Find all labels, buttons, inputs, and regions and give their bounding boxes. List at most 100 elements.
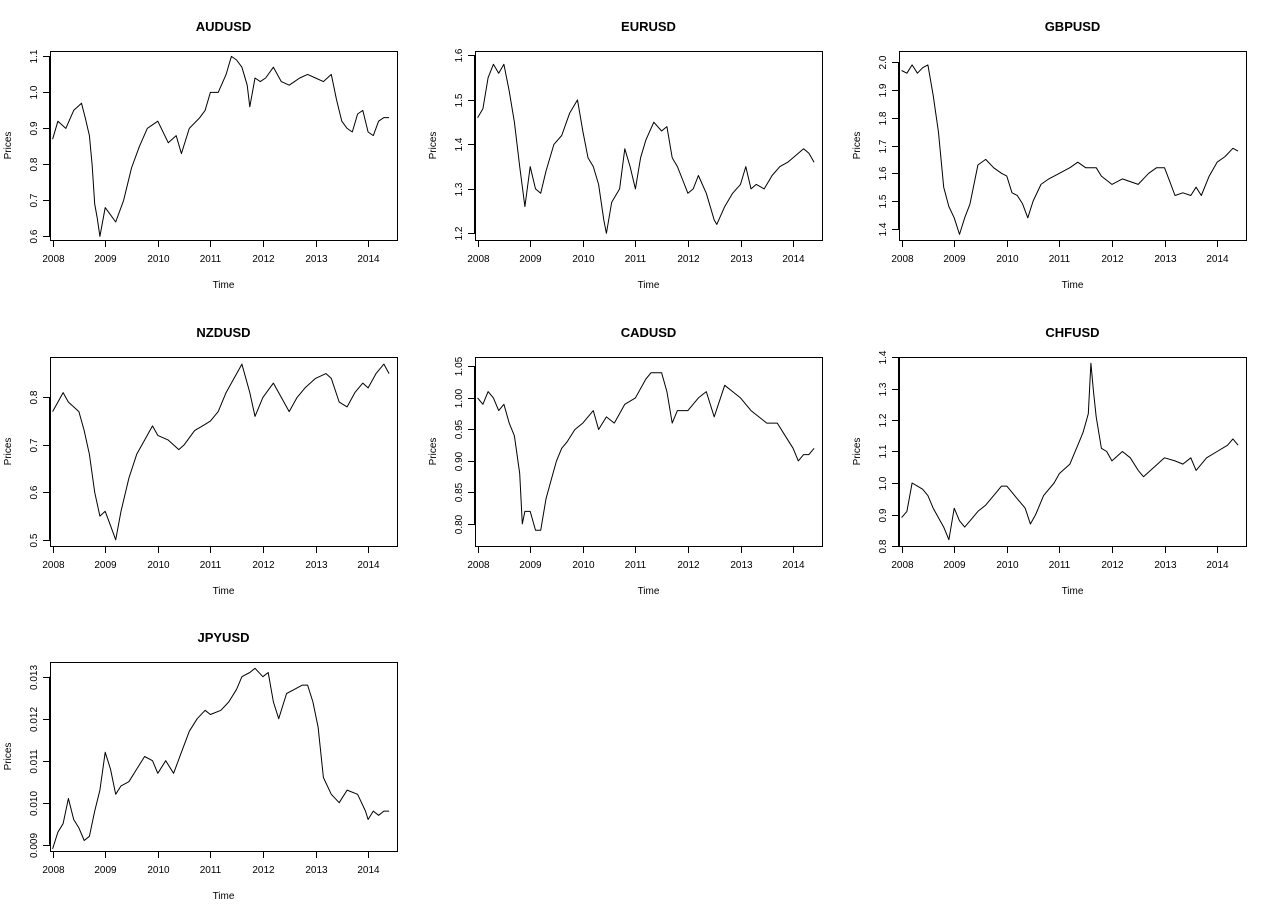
y-tick-label: 0.9 [29, 121, 40, 135]
x-tick-label: 2012 [252, 865, 275, 876]
x-tick-label: 2009 [94, 560, 117, 571]
x-tick-label: 2009 [519, 560, 542, 571]
audusd-panel: AUDUSD 2008 2009 2010 2011 2012 2013 2014 0.6 0.7… [3, 19, 398, 291]
x-tick-label: 2014 [782, 254, 805, 265]
y-tick-label: 1.0 [878, 476, 889, 490]
cadusd-y-axis-title: Prices [428, 438, 439, 466]
x-tick-label: 2012 [1101, 254, 1124, 265]
y-tick-label: 0.85 [454, 482, 465, 502]
y-tick-label: 1.0 [29, 85, 40, 99]
y-tick-label: 1.3 [878, 382, 889, 396]
y-tick-label: 1.4 [454, 137, 465, 151]
x-tick-label: 2008 [891, 560, 914, 571]
y-tick-label: 1.00 [454, 388, 465, 408]
audusd-x-axis: 2008 2009 2010 2011 2012 2013 2014 [42, 240, 380, 265]
x-tick-label: 2014 [357, 560, 380, 571]
x-tick-label: 2013 [730, 254, 753, 265]
y-tick-label: 1.5 [454, 93, 465, 107]
y-tick-label: 1.05 [454, 356, 465, 376]
chfusd-title: CHFUSD [1045, 325, 1099, 340]
eurusd-x-axis-title: Time [638, 280, 660, 291]
x-tick-label: 2010 [996, 254, 1019, 265]
cadusd-plot-area [475, 357, 823, 547]
x-tick-label: 2012 [677, 254, 700, 265]
cadusd-x-axis: 2008 2009 2010 2011 2012 2013 2014 [467, 546, 805, 571]
x-tick-label: 2010 [996, 560, 1019, 571]
x-tick-label: 2013 [1154, 560, 1177, 571]
jpyusd-plot-area [50, 662, 398, 852]
y-tick-label: 1.5 [878, 194, 889, 208]
x-tick-label: 2008 [42, 865, 65, 876]
y-tick-label: 0.8 [29, 390, 40, 404]
x-tick-label: 2011 [1049, 560, 1071, 571]
x-tick-label: 2014 [782, 560, 805, 571]
x-tick-label: 2012 [1101, 560, 1124, 571]
x-tick-label: 2011 [625, 560, 647, 571]
x-tick-label: 2011 [200, 865, 222, 876]
eurusd-y-axis: 1.2 1.3 1.4 1.5 1.6 [454, 48, 475, 240]
y-tick-label: 0.80 [454, 514, 465, 534]
y-tick-label: 1.4 [878, 222, 889, 236]
x-tick-label: 2009 [943, 560, 966, 571]
eurusd-title: EURUSD [621, 19, 676, 34]
y-tick-label: 1.2 [878, 413, 889, 427]
x-tick-label: 2011 [625, 254, 647, 265]
x-tick-label: 2013 [730, 560, 753, 571]
cadusd-price-line [477, 372, 815, 531]
y-tick-label: 0.95 [454, 419, 465, 439]
x-tick-label: 2014 [357, 865, 380, 876]
gbpusd-x-axis-title: Time [1062, 280, 1084, 291]
nzdusd-plot-area [50, 357, 398, 547]
y-tick-label: 0.012 [29, 707, 40, 732]
eurusd-plot-area [475, 51, 823, 241]
nzdusd-x-axis: 2008 2009 2010 2011 2012 2013 2014 [42, 546, 380, 571]
x-tick-label: 2008 [42, 560, 65, 571]
y-tick-label: 0.009 [29, 833, 40, 858]
y-tick-label: 1.7 [878, 139, 889, 153]
x-tick-label: 2009 [94, 254, 117, 265]
eurusd-price-line [477, 63, 815, 234]
chfusd-y-axis-title: Prices [852, 438, 863, 466]
x-tick-label: 2008 [891, 254, 914, 265]
gbpusd-price-line [901, 64, 1239, 235]
eurusd-panel: EURUSD 2008 2009 2010 2011 2012 2013 2014 1.2 1.3… [428, 19, 823, 291]
gbpusd-y-axis-title: Prices [852, 132, 863, 160]
y-tick-label: 0.7 [29, 193, 40, 207]
chfusd-x-axis: 2008 2009 2010 2011 2012 2013 2014 [891, 546, 1229, 571]
audusd-y-axis: 0.6 0.7 0.8 0.9 1.0 1.1 [29, 49, 50, 243]
y-tick-label: 1.6 [454, 48, 465, 62]
y-tick-label: 1.2 [454, 226, 465, 240]
y-tick-label: 0.8 [29, 157, 40, 171]
y-tick-label: 0.90 [454, 451, 465, 471]
gbpusd-panel: GBPUSD 2008 2009 2010 2011 2012 2013 2014 1.4 1.5… [852, 19, 1247, 291]
x-tick-label: 2013 [305, 254, 328, 265]
x-tick-label: 2008 [42, 254, 65, 265]
y-tick-label: 0.7 [29, 438, 40, 452]
x-tick-label: 2010 [572, 254, 595, 265]
gbpusd-x-axis: 2008 2009 2010 2011 2012 2013 2014 [891, 240, 1229, 265]
chfusd-x-axis-title: Time [1062, 586, 1084, 597]
x-tick-label: 2011 [200, 254, 222, 265]
x-tick-label: 2014 [357, 254, 380, 265]
x-tick-label: 2009 [519, 254, 542, 265]
y-tick-label: 1.6 [878, 166, 889, 180]
eurusd-x-axis: 2008 2009 2010 2011 2012 2013 2014 [467, 240, 805, 265]
x-tick-label: 2008 [467, 254, 490, 265]
jpyusd-y-axis-title: Prices [3, 743, 14, 771]
audusd-price-line [52, 55, 390, 237]
x-tick-label: 2009 [943, 254, 966, 265]
y-tick-label: 1.9 [878, 83, 889, 97]
cadusd-title: CADUSD [621, 325, 677, 340]
audusd-x-axis-title: Time [213, 280, 235, 291]
y-tick-label: 0.013 [29, 665, 40, 690]
x-tick-label: 2011 [1049, 254, 1071, 265]
jpyusd-title: JPYUSD [197, 630, 249, 645]
eurusd-y-axis-title: Prices [428, 132, 439, 160]
x-tick-label: 2010 [147, 560, 170, 571]
chfusd-price-line [901, 362, 1239, 541]
y-tick-label: 1.3 [454, 182, 465, 196]
x-tick-label: 2009 [94, 865, 117, 876]
